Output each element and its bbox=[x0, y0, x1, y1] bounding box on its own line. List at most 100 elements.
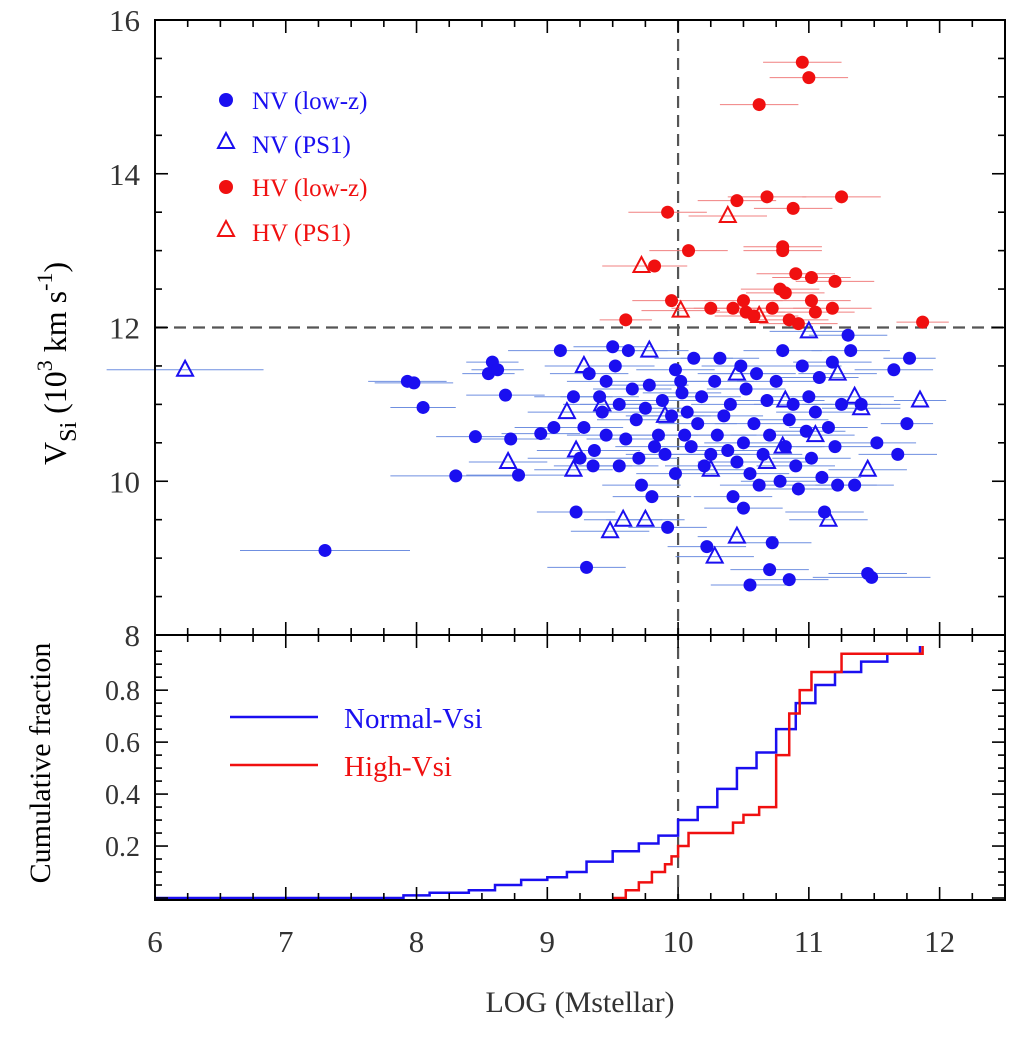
cumulative-y-axis-label: Cumulative fraction bbox=[24, 643, 57, 884]
data-point bbox=[808, 405, 822, 419]
data-point bbox=[841, 328, 855, 342]
data-point bbox=[799, 424, 813, 438]
data-point bbox=[887, 363, 901, 377]
data-point bbox=[717, 409, 731, 423]
data-point bbox=[651, 428, 665, 442]
ylabel-si: Si bbox=[56, 422, 82, 442]
data-point bbox=[682, 244, 696, 258]
data-point bbox=[512, 468, 526, 482]
data-point bbox=[802, 71, 816, 85]
legend-label-hv-lowz: HV (low-z) bbox=[252, 175, 367, 202]
data-point bbox=[668, 363, 682, 377]
svg-text:VSi(103km s-1): VSi (103 km s-1) bbox=[32, 262, 82, 465]
data-point bbox=[736, 501, 750, 515]
data-point bbox=[661, 205, 675, 219]
data-point bbox=[891, 447, 905, 461]
data-point bbox=[582, 367, 596, 381]
data-point bbox=[580, 560, 594, 574]
data-point bbox=[599, 428, 613, 442]
data-point bbox=[713, 351, 727, 365]
legend-label-nv-lowz: NV (low-z) bbox=[252, 88, 367, 115]
data-point-triangle bbox=[910, 389, 930, 408]
legend-label-hv-ps1: HV (PS1) bbox=[252, 220, 351, 247]
data-point bbox=[687, 351, 701, 365]
data-point bbox=[776, 344, 790, 358]
data-point bbox=[566, 390, 580, 404]
data-point bbox=[765, 536, 779, 550]
y-tick-label: 0.4 bbox=[105, 780, 140, 811]
data-point bbox=[655, 394, 669, 408]
data-point bbox=[763, 428, 777, 442]
data-point bbox=[743, 578, 757, 592]
data-point bbox=[648, 440, 662, 454]
scatter-y-axis-label: VSi (103 km s-1) bbox=[32, 262, 82, 465]
data-point bbox=[593, 390, 607, 404]
data-point bbox=[821, 420, 835, 434]
data-point-triangle bbox=[805, 424, 826, 443]
y-tick-label: 16 bbox=[109, 3, 140, 38]
ylabel-sup3: 3 bbox=[32, 360, 57, 371]
data-point bbox=[619, 313, 633, 327]
data-point bbox=[629, 413, 643, 427]
data-point bbox=[835, 190, 849, 204]
x-tick-label: 9 bbox=[540, 924, 556, 959]
data-point bbox=[619, 432, 633, 446]
data-point bbox=[789, 459, 803, 473]
data-point bbox=[773, 474, 787, 488]
data-point bbox=[577, 420, 591, 434]
data-point bbox=[468, 430, 482, 444]
data-point bbox=[865, 570, 879, 584]
data-point-triangle bbox=[701, 458, 721, 477]
data-point bbox=[765, 301, 779, 315]
x-tick-label: 10 bbox=[663, 924, 694, 959]
data-point bbox=[916, 315, 930, 329]
data-point bbox=[569, 505, 583, 519]
data-point bbox=[684, 440, 698, 454]
data-point bbox=[658, 447, 672, 461]
data-point bbox=[642, 378, 656, 392]
data-point bbox=[621, 344, 635, 358]
data-point-triangle bbox=[718, 204, 738, 224]
data-point bbox=[752, 98, 766, 112]
data-point bbox=[795, 359, 809, 373]
data-point bbox=[723, 397, 737, 411]
data-point bbox=[791, 482, 805, 496]
data-point bbox=[661, 520, 675, 534]
data-point bbox=[854, 397, 868, 411]
data-point bbox=[504, 432, 518, 446]
data-point bbox=[678, 428, 692, 442]
data-point bbox=[645, 490, 659, 504]
data-point bbox=[449, 469, 463, 483]
data-point bbox=[760, 394, 774, 408]
data-point bbox=[825, 301, 839, 315]
data-point-triangle bbox=[671, 299, 691, 318]
y-tick-label: 0.8 bbox=[105, 676, 140, 707]
data-point bbox=[680, 405, 694, 419]
data-point bbox=[736, 294, 750, 308]
data-point bbox=[668, 467, 682, 481]
data-point bbox=[726, 301, 740, 315]
data-point bbox=[778, 286, 792, 300]
cumulative-plot-frame bbox=[154, 634, 1006, 901]
data-point bbox=[791, 317, 805, 331]
x-tick-label: 6 bbox=[147, 924, 163, 959]
data-point-triangle bbox=[175, 358, 195, 377]
data-point bbox=[586, 459, 600, 473]
data-point bbox=[786, 201, 800, 215]
data-point bbox=[704, 447, 718, 461]
cumulative-line-high-vsi bbox=[612, 646, 924, 900]
cumulative-legend: Normal-Vsi High-Vsi bbox=[230, 703, 483, 783]
data-point bbox=[808, 305, 822, 319]
data-point bbox=[756, 447, 770, 461]
data-point bbox=[491, 363, 505, 377]
data-point bbox=[804, 294, 818, 308]
scatter-panel: 8 10 12 14 16 NV (low-z) NV (PS1) HV (low-z)… bbox=[32, 3, 1006, 900]
y-tick-label: 12 bbox=[109, 311, 140, 346]
y-tick-label: 0.6 bbox=[105, 728, 140, 759]
legend-marker-hv-ps1 bbox=[216, 218, 236, 237]
x-tick-label: 7 bbox=[278, 924, 294, 959]
data-point-triangle bbox=[827, 362, 848, 381]
data-point bbox=[815, 470, 829, 484]
data-point-triangle bbox=[498, 450, 518, 470]
